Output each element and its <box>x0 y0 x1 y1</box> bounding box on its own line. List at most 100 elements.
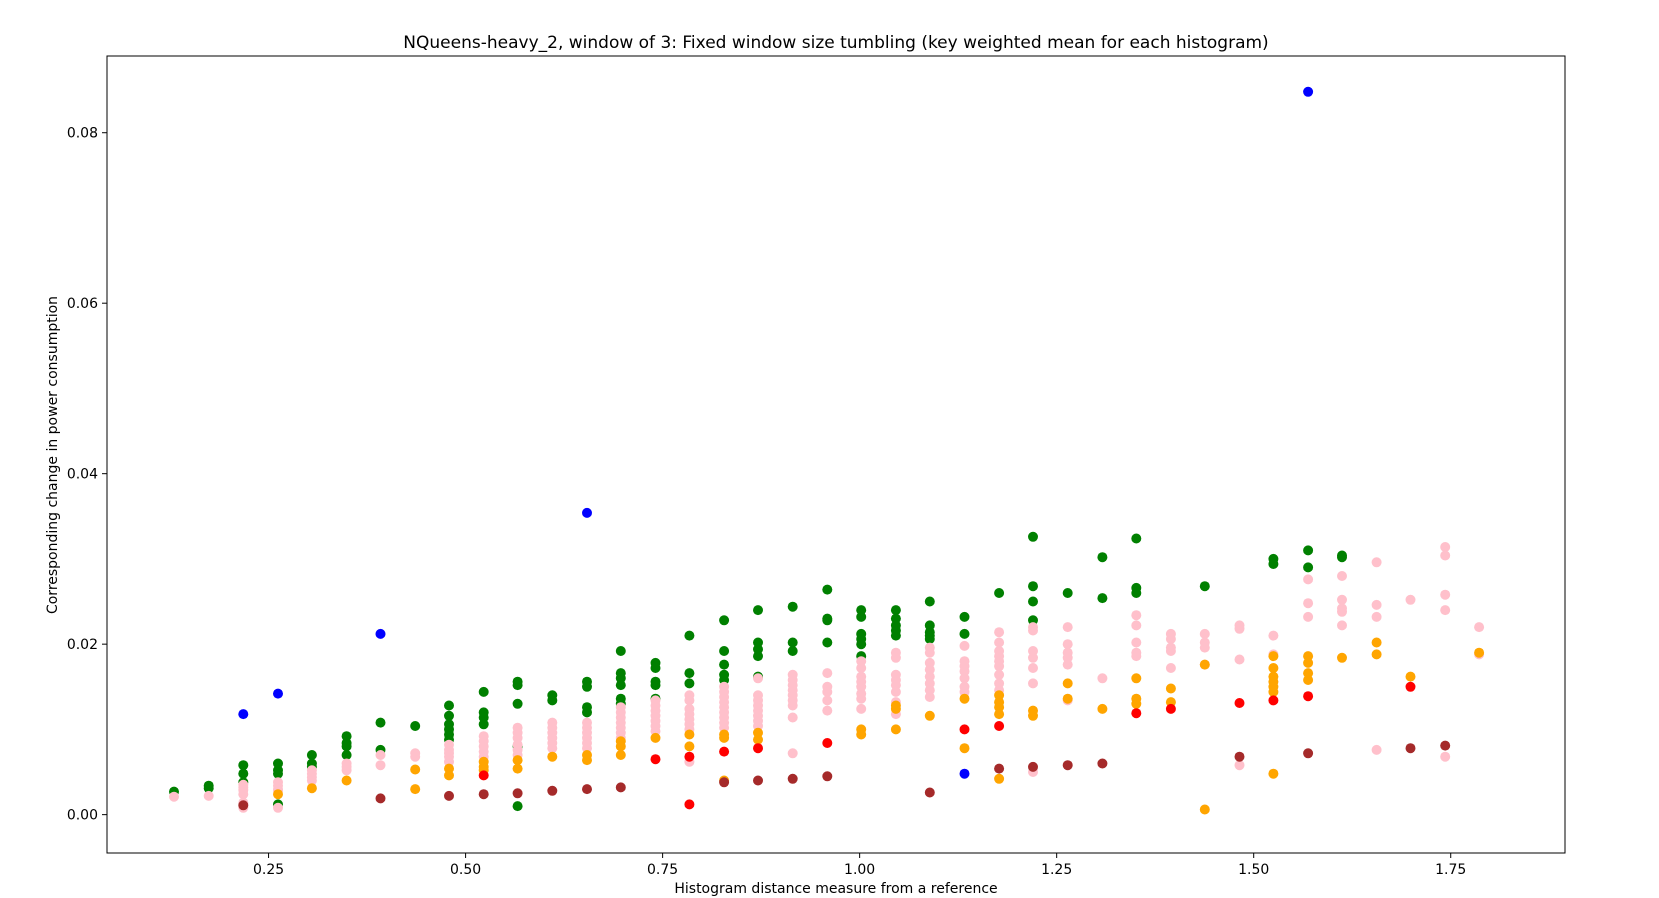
data-point <box>959 693 970 704</box>
data-point <box>822 771 833 782</box>
data-point <box>1303 691 1314 702</box>
data-point <box>341 775 352 786</box>
data-point <box>1062 622 1073 633</box>
data-point <box>410 751 421 762</box>
series-4 <box>238 740 1451 811</box>
data-point <box>994 588 1005 598</box>
data-point <box>1199 628 1210 639</box>
data-point <box>994 669 1005 680</box>
data-point <box>375 793 386 804</box>
data-point <box>1405 743 1416 754</box>
data-point <box>1440 542 1451 552</box>
data-point <box>1440 589 1451 600</box>
data-point <box>994 773 1005 784</box>
data-point <box>1028 678 1038 689</box>
data-point <box>582 681 592 692</box>
data-point <box>1303 598 1314 609</box>
data-point <box>1234 698 1245 708</box>
data-point <box>822 615 833 626</box>
data-point <box>1131 698 1142 709</box>
series-5 <box>238 86 1314 779</box>
data-point <box>1028 596 1038 607</box>
data-point <box>1440 605 1451 616</box>
data-point <box>822 705 833 716</box>
x-tick-label: 1.25 <box>1041 862 1072 878</box>
data-point <box>273 768 283 779</box>
data-point <box>719 777 730 788</box>
data-point <box>1234 654 1245 665</box>
data-point <box>1337 652 1347 663</box>
data-point <box>684 695 695 706</box>
data-point <box>1337 620 1347 631</box>
data-point <box>1199 642 1210 653</box>
data-point <box>203 790 214 801</box>
data-point <box>959 666 970 677</box>
data-point <box>994 709 1005 720</box>
data-point <box>856 729 867 740</box>
data-point <box>1268 663 1279 673</box>
data-point <box>1165 646 1176 656</box>
data-point <box>1097 758 1108 769</box>
data-point <box>512 801 523 812</box>
data-point <box>684 751 695 762</box>
data-point <box>924 710 935 721</box>
data-point <box>1234 623 1245 634</box>
data-point <box>1028 581 1038 592</box>
data-point <box>1028 663 1038 673</box>
plot-area <box>106 55 1566 854</box>
data-point <box>273 688 283 699</box>
data-point <box>410 784 421 795</box>
data-point <box>1131 708 1142 719</box>
y-tick-label: 0.02 <box>67 637 98 653</box>
data-point <box>273 802 283 813</box>
data-point <box>1165 634 1176 644</box>
data-point <box>822 668 833 679</box>
data-point <box>512 680 523 691</box>
data-point <box>1405 594 1416 605</box>
data-point <box>1371 744 1382 755</box>
data-point <box>512 698 523 709</box>
data-point <box>478 686 489 697</box>
data-point <box>582 755 592 766</box>
data-point <box>719 615 730 626</box>
data-point <box>547 751 558 762</box>
data-point <box>1165 683 1176 694</box>
data-point <box>615 750 626 760</box>
data-point <box>1028 652 1038 663</box>
data-point <box>1474 622 1485 633</box>
data-point <box>1028 761 1038 772</box>
x-tick-label: 0.50 <box>450 862 481 878</box>
data-point <box>444 700 454 711</box>
data-point <box>719 746 730 757</box>
data-point <box>1303 611 1314 622</box>
data-point <box>994 702 1005 713</box>
data-point <box>822 637 833 648</box>
data-point <box>1028 625 1038 636</box>
data-point <box>615 680 626 691</box>
data-point <box>1097 593 1108 604</box>
data-point <box>1440 740 1451 751</box>
data-point <box>1165 663 1176 673</box>
data-point <box>856 663 867 673</box>
data-point <box>615 646 626 656</box>
data-point <box>1405 671 1416 682</box>
data-point <box>238 760 249 771</box>
data-point <box>478 789 489 800</box>
data-point <box>822 584 833 595</box>
data-point <box>1303 562 1314 573</box>
data-point <box>306 783 317 794</box>
data-point <box>684 668 695 679</box>
data-point <box>1371 649 1382 660</box>
data-point <box>1131 610 1142 621</box>
data-point <box>1165 703 1176 714</box>
data-point <box>890 703 901 714</box>
data-point <box>306 750 317 760</box>
data-point <box>890 686 901 697</box>
data-point <box>787 637 798 648</box>
data-point <box>1234 751 1245 762</box>
x-tick-label: 0.75 <box>647 862 678 878</box>
data-point <box>822 686 833 697</box>
data-point <box>994 661 1005 672</box>
series-0 <box>169 531 1347 812</box>
data-point <box>959 611 970 622</box>
